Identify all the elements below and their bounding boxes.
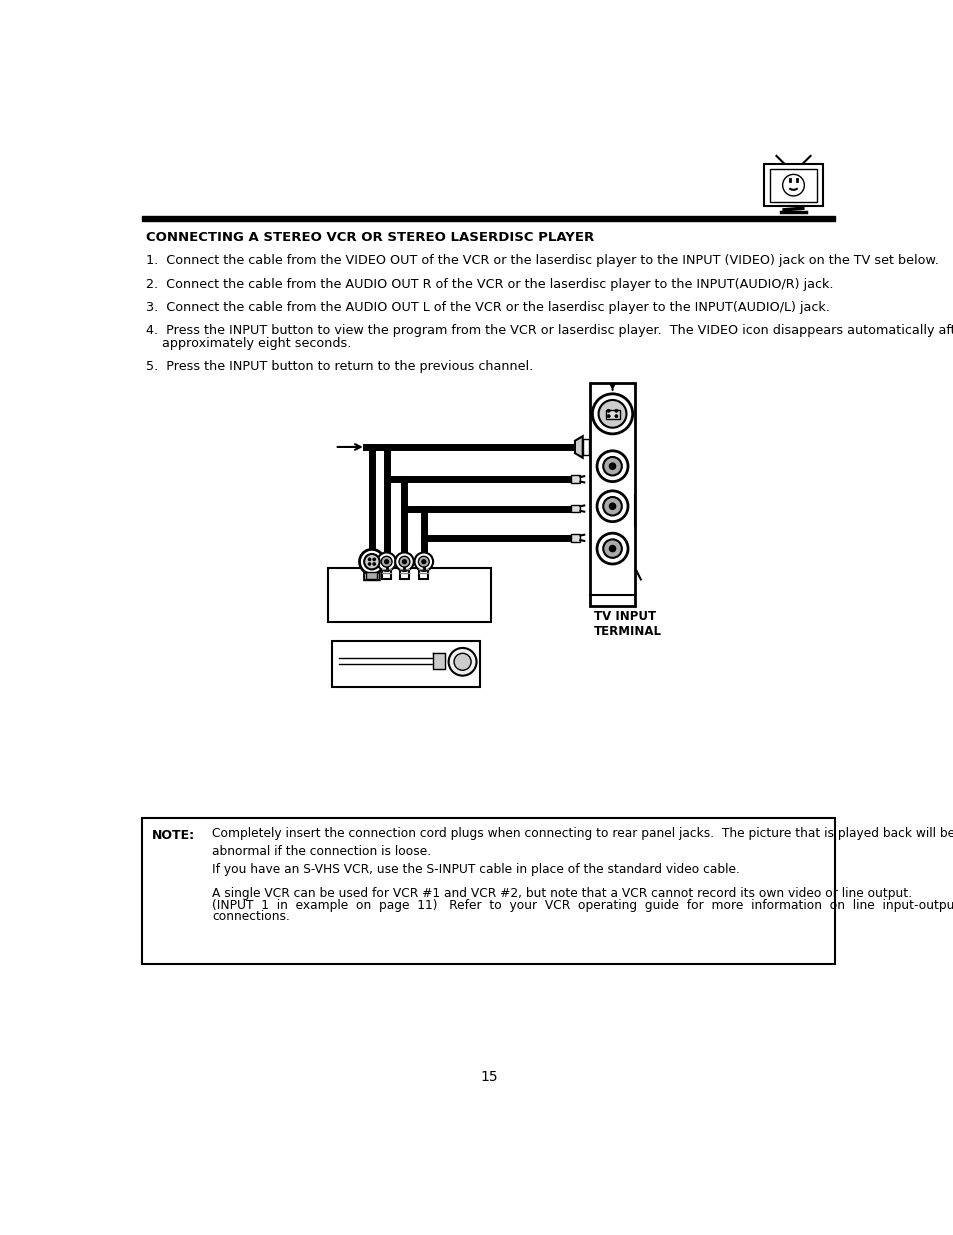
Circle shape [781,174,803,196]
Bar [769,169,816,203]
Circle shape [615,409,618,412]
Bar [571,505,579,513]
Circle shape [609,463,615,469]
Circle shape [368,563,371,566]
Text: CONNECTING A STEREO VCR OR STEREO LASERDISC PLAYER: CONNECTING A STEREO VCR OR STEREO LASERD… [146,231,594,245]
Text: 3.  Connect the cable from the AUDIO OUT L of the VCR or the laserdisc player to: 3. Connect the cable from the AUDIO OUT … [146,300,829,314]
Circle shape [602,496,621,515]
Bar [763,163,822,206]
Text: 4.  Press the INPUT button to view the program from the VCR or laserdisc player.: 4. Press the INPUT button to view the pr… [146,324,953,337]
Circle shape [592,394,632,433]
Text: 2.  Connect the cable from the AUDIO OUT R of the VCR or the laserdisc player to: 2. Connect the cable from the AUDIO OUT … [146,278,833,290]
Text: TV INPUT
TERMINAL: TV INPUT TERMINAL [594,610,661,638]
Circle shape [606,409,610,412]
Circle shape [597,451,627,482]
Circle shape [606,415,610,417]
Bar [571,534,579,542]
Bar [399,564,409,579]
Bar [366,573,377,579]
Circle shape [415,552,433,571]
Circle shape [364,555,379,569]
Circle shape [615,415,618,417]
Circle shape [384,559,388,563]
Bar [582,440,588,454]
Circle shape [368,558,371,561]
Bar [571,475,579,483]
Circle shape [421,559,425,563]
Circle shape [454,653,471,671]
Text: 1.  Connect the cable from the VIDEO OUT of the VCR or the laserdisc player to t: 1. Connect the cable from the VIDEO OUT … [146,254,939,268]
Circle shape [418,556,429,567]
Circle shape [602,540,621,558]
Text: Completely insert the connection cord plugs when connecting to rear panel jacks.: Completely insert the connection cord pl… [212,827,953,858]
Bar [381,564,391,579]
Circle shape [597,534,627,564]
Text: If you have an S-VHS VCR, use the S-INPUT cable in place of the standard video c: If you have an S-VHS VCR, use the S-INPU… [212,863,740,876]
Bar [332,641,479,687]
Circle shape [373,563,375,566]
Circle shape [598,400,626,427]
Circle shape [402,559,406,563]
Circle shape [395,552,414,571]
Polygon shape [575,436,582,458]
Bar [142,818,835,965]
Circle shape [373,558,375,561]
Circle shape [609,503,615,509]
Text: A single VCR can be used for VCR #1 and VCR #2, but note that a VCR cannot recor: A single VCR can be used for VCR #1 and … [212,888,911,900]
Polygon shape [364,561,379,580]
Text: 15: 15 [479,1070,497,1084]
Text: (INPUT  1  in  example  on  page  11)   Refer  to  your  VCR  operating  guide  : (INPUT 1 in example on page 11) Refer to… [212,899,953,911]
Circle shape [602,457,621,475]
Bar [418,564,428,579]
Bar [590,383,634,606]
Circle shape [359,550,384,574]
Circle shape [381,556,392,567]
Text: connections.: connections. [212,910,290,924]
Circle shape [398,556,410,567]
Bar [605,410,618,419]
Text: NOTE:: NOTE: [152,829,194,842]
Circle shape [377,552,395,571]
Text: 5.  Press the INPUT button to return to the previous channel.: 5. Press the INPUT button to return to t… [146,359,533,373]
Bar [328,568,491,621]
Circle shape [597,490,627,521]
Text: approximately eight seconds.: approximately eight seconds. [146,337,352,350]
Circle shape [609,546,615,552]
Circle shape [448,648,476,676]
